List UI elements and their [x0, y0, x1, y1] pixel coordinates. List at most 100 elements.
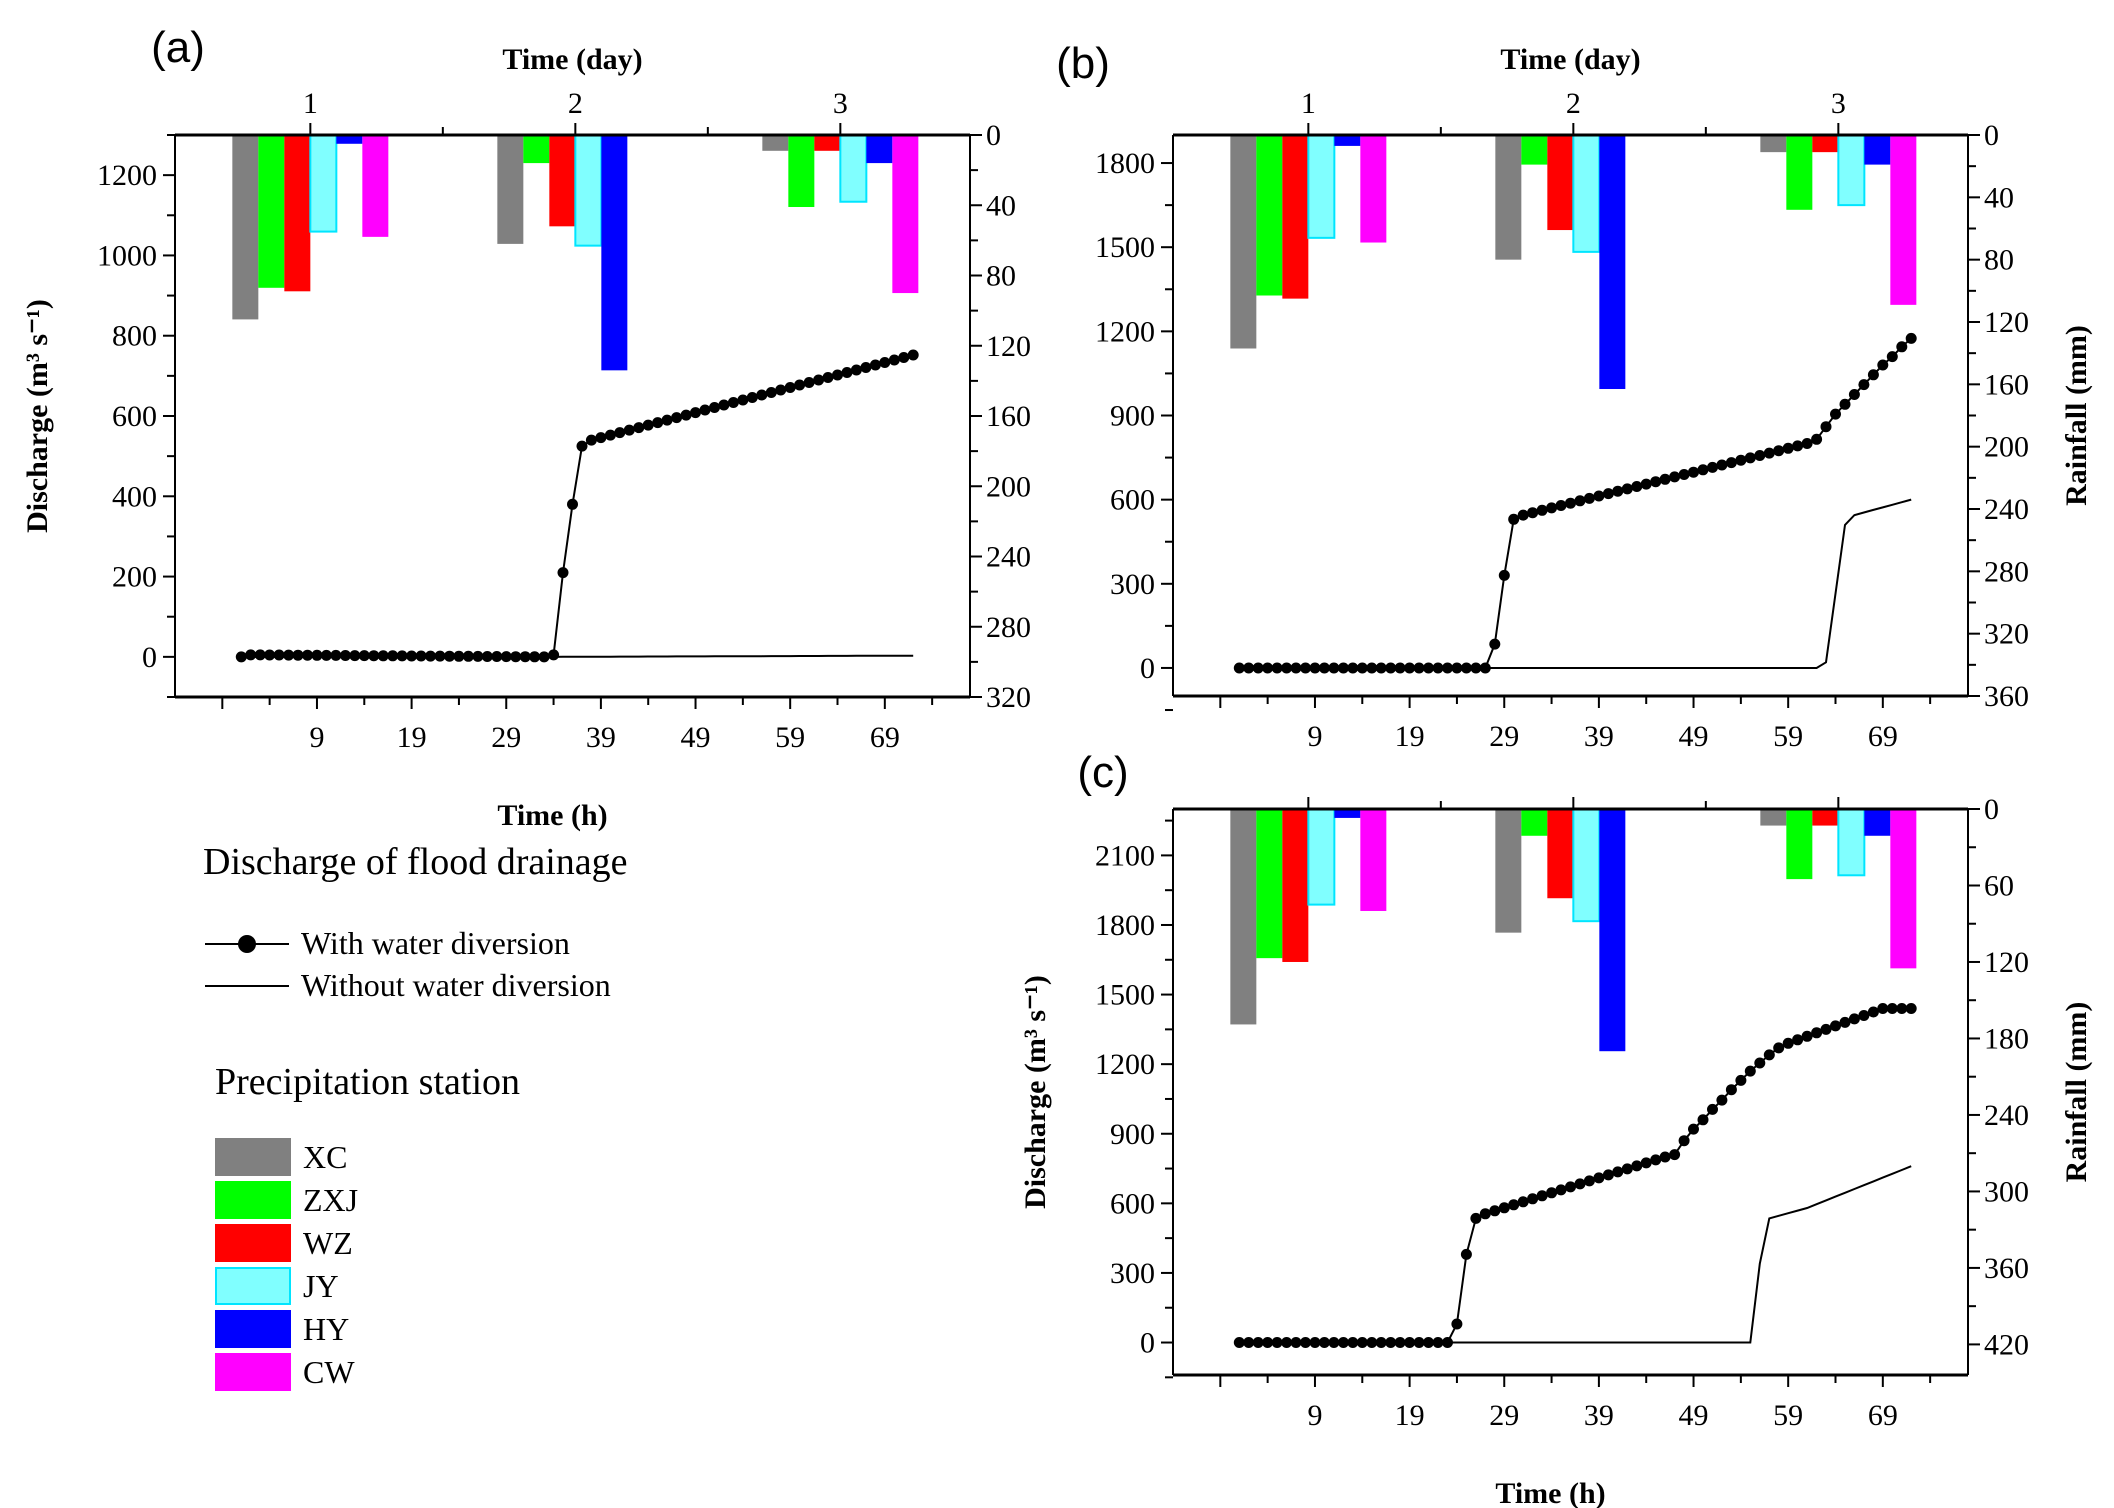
data-point [699, 404, 711, 416]
data-point [1546, 502, 1558, 514]
data-point [349, 650, 361, 662]
data-point [869, 359, 881, 371]
y-tick-label: 800 [112, 320, 157, 353]
legend-item-without-diversion: Without water diversion [205, 967, 611, 1004]
data-point [1896, 341, 1908, 353]
bar-zxj-day1 [258, 135, 285, 288]
data-point [1848, 389, 1860, 400]
data-point [1565, 497, 1576, 509]
bar-hy-day2 [601, 135, 628, 371]
bar-jy-day1 [1307, 134, 1336, 239]
data-point [1498, 1202, 1510, 1214]
data-point [1735, 1074, 1747, 1086]
data-point [1650, 476, 1662, 488]
legend-item-zxj: ZXJ [215, 1181, 358, 1219]
day-tick-label: 1 [1301, 87, 1316, 120]
y2-tick-label: 300 [1984, 1175, 2029, 1208]
bar-hy-day2 [1599, 135, 1626, 390]
legend-label: XC [303, 1138, 348, 1175]
data-point [1489, 638, 1501, 650]
legend-label: JY [303, 1267, 339, 1304]
data-point [1773, 445, 1785, 457]
y2-tick-label: 0 [1984, 793, 1999, 826]
bar-xc-day1 [232, 135, 259, 320]
data-point [1725, 1084, 1737, 1096]
x-tick-label: 69 [870, 721, 900, 754]
data-point [283, 649, 295, 661]
bar-jy-day3 [839, 134, 868, 203]
data-point [1773, 1042, 1785, 1054]
data-point [1479, 1208, 1491, 1220]
data-point [1792, 1034, 1804, 1046]
data-point [245, 649, 257, 661]
y-tick-label: 2100 [1095, 839, 1155, 872]
y-tick-label: 1800 [1095, 147, 1155, 180]
data-point [794, 379, 806, 391]
panel-label: (b) [1056, 39, 1110, 88]
legend-label: ZXJ [303, 1181, 359, 1218]
day-tick-label: 2 [568, 87, 583, 120]
legend-item-wz: WZ [215, 1224, 353, 1262]
legend-label: HY [303, 1310, 350, 1347]
legend-swatch-hy [215, 1310, 291, 1348]
y-axis-title: Discharge (m³ s⁻¹) [21, 299, 54, 533]
x-tick-label: 59 [775, 721, 805, 754]
bar-jy-day2 [1572, 134, 1601, 253]
legend-swatch-zxj [215, 1181, 291, 1219]
bar-wz-day1 [284, 135, 311, 292]
data-point [652, 417, 664, 429]
x-tick-label: 69 [1868, 1399, 1898, 1432]
bar-xc-day2 [497, 135, 524, 244]
data-point [1631, 481, 1643, 492]
data-point [1650, 1154, 1662, 1166]
bar-hy-day1 [1334, 135, 1361, 146]
legend-line-title: Discharge of flood drainage [203, 841, 628, 883]
data-point [1792, 440, 1804, 452]
data-point [1754, 450, 1766, 461]
legend-item-jy: JY [215, 1267, 339, 1305]
data-point [1669, 1149, 1681, 1161]
data-point [1602, 488, 1614, 500]
y2-tick-label: 40 [1984, 181, 2014, 214]
y2-tick-label: 320 [986, 681, 1031, 714]
y2-tick-label: 360 [1984, 1252, 2029, 1285]
data-point [1867, 1006, 1879, 1018]
y2-tick-label: 0 [986, 119, 1001, 152]
data-point [690, 407, 701, 419]
y-tick-label: 300 [1110, 568, 1155, 601]
data-point [803, 377, 815, 388]
data-point [1555, 500, 1567, 511]
data-point [1498, 569, 1510, 581]
y2-tick-label: 80 [986, 260, 1016, 293]
y2-axis-title: Rainfall (mm) [2060, 325, 2093, 506]
data-point [1839, 1016, 1851, 1028]
data-point [1763, 1049, 1775, 1061]
y2-tick-label: 120 [986, 330, 1031, 363]
data-point [1811, 433, 1823, 445]
data-point [273, 649, 285, 661]
data-point [879, 357, 891, 368]
data-point [1716, 459, 1728, 471]
bar-hy-day1 [1334, 809, 1361, 818]
x-tick-label: 59 [1773, 1399, 1803, 1432]
x-tick-label: 19 [1395, 720, 1425, 753]
data-point [576, 440, 588, 452]
data-point [1536, 504, 1548, 516]
y-tick-label: 0 [1140, 1327, 1155, 1360]
y2-tick-label: 360 [1984, 680, 2029, 713]
data-point [1688, 1123, 1699, 1135]
bar-hy-day3 [1864, 135, 1891, 165]
x-tick-label: 49 [1679, 1399, 1709, 1432]
y-tick-label: 1800 [1095, 909, 1155, 942]
bar-jy-day1 [309, 134, 338, 233]
y-tick-label: 600 [1110, 1187, 1155, 1220]
y-tick-label: 1500 [1095, 979, 1155, 1012]
data-point [813, 374, 825, 386]
data-point [1801, 1030, 1813, 1042]
x-tick-label: 49 [681, 721, 711, 754]
data-point [358, 650, 370, 662]
data-point [292, 649, 304, 661]
data-point [339, 650, 351, 661]
